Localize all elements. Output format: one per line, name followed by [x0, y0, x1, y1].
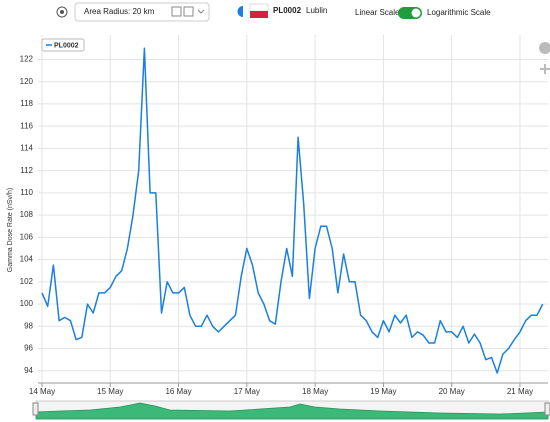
x-tick-label: 18 May [302, 387, 328, 396]
y-tick-label: 116 [20, 121, 33, 130]
station-id: PL0002 [273, 6, 302, 15]
marker-icon [237, 6, 243, 17]
add-icon[interactable] [540, 64, 550, 74]
x-tick-label: 16 May [165, 387, 191, 396]
flag-top [249, 3, 269, 12]
nav-handle-right[interactable] [544, 402, 550, 416]
minus-btn[interactable] [171, 6, 182, 17]
y-tick-label: 98 [24, 321, 33, 330]
caret [197, 9, 205, 14]
y-tick-label: 96 [24, 344, 33, 353]
toggle-knob [411, 8, 421, 18]
radio[interactable] [56, 6, 68, 18]
info-icon[interactable] [539, 42, 550, 54]
y-tick-label: 102 [20, 277, 34, 286]
series-line [41, 47, 544, 374]
flag-bottom [250, 11, 268, 18]
x-tick-label: 21 May [507, 387, 533, 396]
navigator-area [35, 402, 549, 420]
x-tick-label: 17 May [234, 387, 260, 396]
y-tick-label: 106 [20, 232, 34, 241]
linear-label[interactable]: Linear Scale [355, 8, 400, 17]
y-tick-label: 94 [24, 366, 33, 375]
x-tick-label: 20 May [439, 387, 465, 396]
y-tick-label: 120 [20, 77, 34, 86]
legend-label: PL0002 [54, 42, 79, 49]
y-tick-label: 104 [20, 255, 34, 264]
y-tick-label: 122 [20, 55, 34, 64]
radius-label: Area Radius: 20 km [84, 7, 155, 16]
y-tick-label: 114 [20, 144, 33, 153]
station-name: Lublin [306, 6, 327, 15]
plus-btn[interactable] [183, 6, 194, 17]
y-tick-label: 118 [20, 99, 33, 108]
y-tick-label: 100 [20, 299, 34, 308]
y-tick-label: 110 [20, 188, 33, 197]
radio-dot [60, 10, 64, 14]
nav-handle-left[interactable] [32, 402, 39, 416]
x-tick-label: 19 May [370, 387, 396, 396]
y-axis-title: Gamma Dose Rate (nSv/h) [7, 188, 14, 272]
y-tick-label: 108 [20, 210, 34, 219]
y-tick-label: 112 [20, 166, 33, 175]
x-tick-label: 15 May [97, 387, 123, 396]
legend-box [41, 38, 85, 52]
x-tick-label: 14 May [29, 387, 55, 396]
log-label[interactable]: Logarithmic Scale [427, 8, 491, 17]
